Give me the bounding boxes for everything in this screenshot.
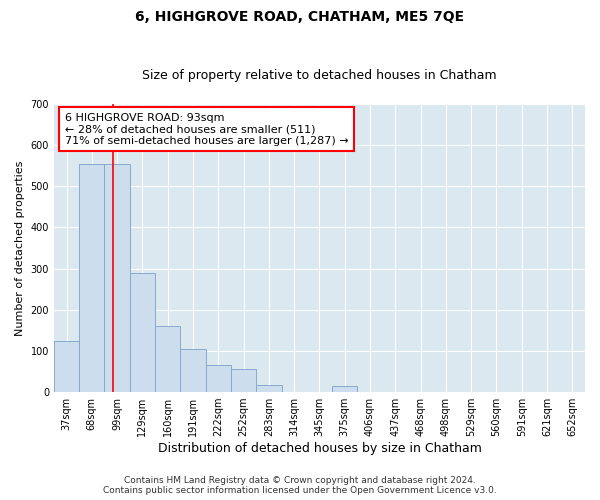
Bar (181, 349, 206, 392)
Bar (256, 384, 281, 392)
Bar (231, 370, 256, 392)
Bar (104, 164, 130, 392)
Title: Size of property relative to detached houses in Chatham: Size of property relative to detached ho… (142, 69, 497, 82)
Bar (332, 386, 358, 392)
Text: 6, HIGHGROVE ROAD, CHATHAM, ME5 7QE: 6, HIGHGROVE ROAD, CHATHAM, ME5 7QE (136, 10, 464, 24)
X-axis label: Distribution of detached houses by size in Chatham: Distribution of detached houses by size … (158, 442, 481, 455)
Bar (130, 272, 155, 392)
Bar (206, 366, 231, 392)
Bar (155, 326, 181, 392)
Text: Contains HM Land Registry data © Crown copyright and database right 2024.
Contai: Contains HM Land Registry data © Crown c… (103, 476, 497, 495)
Bar (79, 164, 104, 392)
Y-axis label: Number of detached properties: Number of detached properties (15, 160, 25, 336)
Text: 6 HIGHGROVE ROAD: 93sqm
← 28% of detached houses are smaller (511)
71% of semi-d: 6 HIGHGROVE ROAD: 93sqm ← 28% of detache… (65, 112, 348, 146)
Bar (54, 340, 79, 392)
